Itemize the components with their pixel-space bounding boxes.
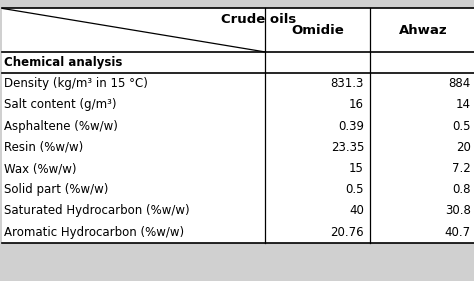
Text: 0.39: 0.39 <box>338 120 364 133</box>
Text: 23.35: 23.35 <box>331 141 364 154</box>
Text: 15: 15 <box>349 162 364 175</box>
Text: 884: 884 <box>448 77 471 90</box>
Text: 16: 16 <box>349 98 364 111</box>
Text: 40: 40 <box>349 205 364 217</box>
Text: 7.2: 7.2 <box>452 162 471 175</box>
Text: 14: 14 <box>456 98 471 111</box>
Bar <box>2 8 474 243</box>
Text: Wax (%w/w): Wax (%w/w) <box>4 162 77 175</box>
Text: Aromatic Hydrocarbon (%w/w): Aromatic Hydrocarbon (%w/w) <box>4 226 184 239</box>
Text: Density (kg/m³ in 15 °C): Density (kg/m³ in 15 °C) <box>4 77 148 90</box>
Text: 20.76: 20.76 <box>330 226 364 239</box>
Text: 0.5: 0.5 <box>452 120 471 133</box>
Text: Solid part (%w/w): Solid part (%w/w) <box>4 183 109 196</box>
Text: 20: 20 <box>456 141 471 154</box>
Text: 0.5: 0.5 <box>346 183 364 196</box>
Text: 30.8: 30.8 <box>445 205 471 217</box>
Text: 40.7: 40.7 <box>445 226 471 239</box>
Text: Omidie: Omidie <box>291 24 344 37</box>
Text: 831.3: 831.3 <box>331 77 364 90</box>
Text: Chemical analysis: Chemical analysis <box>4 56 123 69</box>
Text: Ahwaz: Ahwaz <box>399 24 447 37</box>
Text: 0.8: 0.8 <box>452 183 471 196</box>
Text: Crude oils: Crude oils <box>221 13 296 26</box>
Text: Saturated Hydrocarbon (%w/w): Saturated Hydrocarbon (%w/w) <box>4 205 190 217</box>
Text: Resin (%w/w): Resin (%w/w) <box>4 141 83 154</box>
Text: Salt content (g/m³): Salt content (g/m³) <box>4 98 117 111</box>
Text: Asphaltene (%w/w): Asphaltene (%w/w) <box>4 120 118 133</box>
